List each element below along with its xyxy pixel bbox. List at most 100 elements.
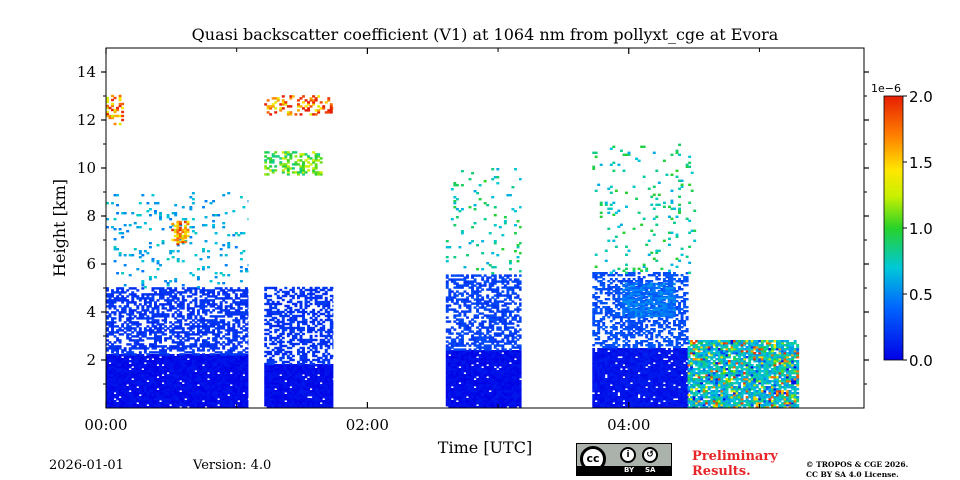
heatmap-cell [483,376,487,379]
heatmap-cell [314,384,318,387]
heatmap-cell [745,374,749,377]
heatmap-cell [768,402,772,405]
heatmap-cell [453,406,457,409]
heatmap-cell [202,382,205,385]
heatmap-cell [488,350,492,353]
heatmap-cell [179,374,183,377]
heatmap-cell [116,376,120,379]
heatmap-cell [514,372,517,375]
heatmap-cell [217,380,221,383]
heatmap-cell [511,388,515,391]
heatmap-cell [614,368,618,371]
heatmap-cell [503,376,507,379]
heatmap-cell [690,366,694,369]
heatmap-cell [468,360,472,363]
heatmap-cell [239,394,243,397]
heatmap-cell [514,366,517,369]
heatmap-cell [138,368,142,371]
heatmap-cell [700,384,704,387]
heatmap-cell [314,368,318,371]
heatmap-cell [136,394,140,397]
heatmap-cell [640,348,644,351]
heatmap-cell [463,362,467,365]
heatmap-cell [640,406,644,409]
heatmap-cell [239,392,243,395]
heatmap-cell [264,388,268,391]
heatmap-cell [705,350,709,353]
heatmap-cell [645,354,649,357]
heatmap-cell [619,376,623,379]
heatmap-cell [760,378,764,381]
heatmap-cell [519,352,522,355]
heatmap-cell [715,342,719,345]
heatmap-cell [450,390,454,393]
heatmap-cell [196,400,200,403]
heatmap-cell [635,372,639,375]
heatmap-cell [632,398,636,401]
heatmap-cell [662,378,666,381]
heatmap-cell [690,358,694,361]
heatmap-cell [667,360,671,363]
heatmap-cell [224,392,228,395]
heatmap-cell [717,352,721,355]
heatmap-cell [113,368,117,371]
heatmap-cell [695,360,699,363]
heatmap-cell [207,384,210,387]
heatmap-cell [622,386,626,389]
heatmap-cell [314,378,318,381]
heatmap-cell [174,388,178,391]
heatmap-cell [687,372,691,375]
heatmap-cell [322,374,326,377]
heatmap-cell [136,382,140,385]
heatmap-cell [143,394,147,397]
heatmap-cell [725,378,729,381]
heatmap-cell [279,386,283,389]
heatmap-cell [207,382,210,385]
heatmap-cell [174,376,178,379]
heatmap-cell [471,392,474,395]
heatmap-cell [294,384,298,387]
heatmap-cell [473,398,477,401]
heatmap-cell [329,390,333,393]
heatmap-cell [118,378,122,381]
heatmap-cell [496,386,500,389]
heatmap-cell [191,402,195,405]
heatmap-cell [740,348,744,351]
heatmap-cell [458,352,462,355]
heatmap-cell [750,376,754,379]
heatmap-cell [685,406,689,409]
heatmap-cell [151,366,155,369]
heatmap-cell [700,340,704,343]
heatmap-cell [740,360,744,363]
heatmap-cell [630,380,633,383]
heatmap-cell [237,386,241,389]
heatmap-cell [738,360,742,363]
heatmap-cell [108,404,112,407]
heatmap-cell [650,392,654,395]
heatmap-cell [768,342,772,345]
heatmap-cell [607,378,611,381]
heatmap-cell [194,394,198,397]
heatmap-cell [284,386,288,389]
heatmap-cell [194,376,198,379]
heatmap-cell [450,380,454,383]
heatmap-cell [148,354,152,357]
heatmap-cell [471,380,474,383]
heatmap-cell [196,370,200,373]
heatmap-cell [599,354,603,357]
heatmap-cell [733,362,736,365]
heatmap-cell [184,358,188,361]
heatmap-cell [655,380,659,383]
heatmap-cell [212,370,216,373]
heatmap-cell [640,364,644,367]
heatmap-cell [662,404,666,407]
heatmap-cell [156,386,160,389]
heatmap-cell [151,394,155,397]
heatmap-cell [312,364,316,367]
heatmap-cell [138,376,142,379]
heatmap-cell [471,396,474,399]
heatmap-cell [730,360,734,363]
heatmap-cell [685,364,689,367]
heatmap-cell [519,400,522,403]
heatmap-cell [463,380,467,383]
